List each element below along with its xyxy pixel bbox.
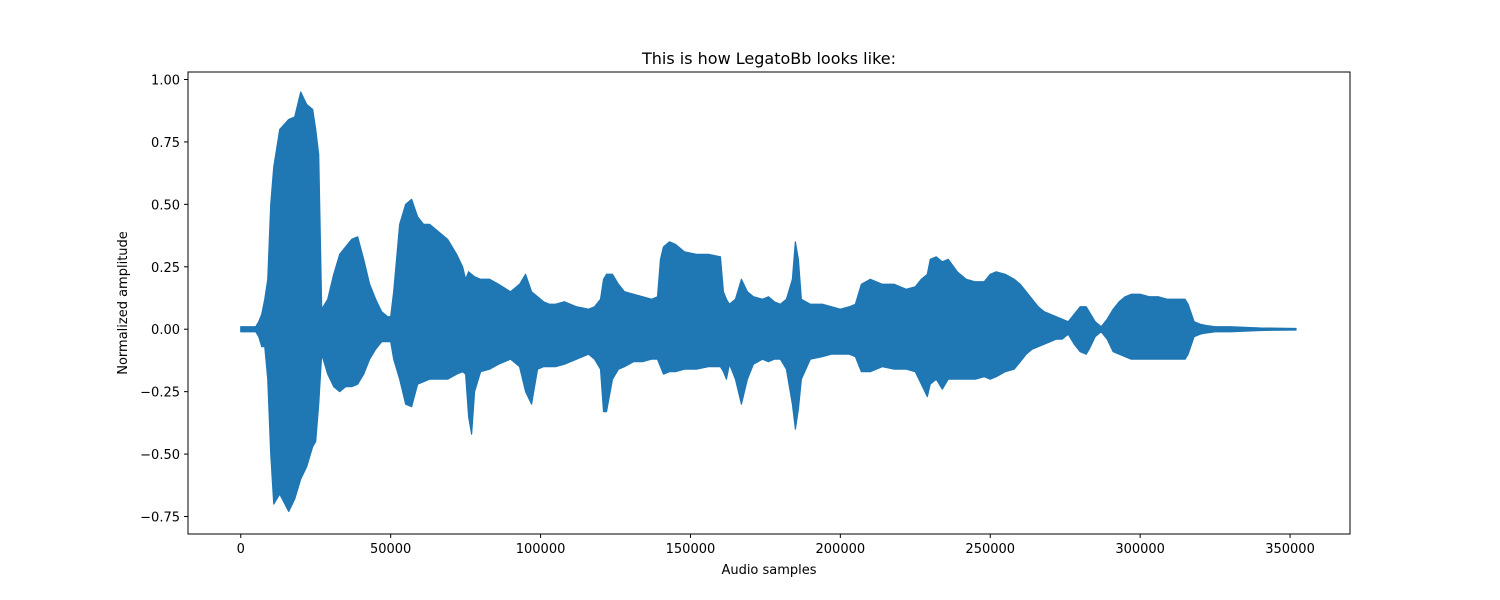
- y-axis-label: Normalized amplitude: [116, 231, 131, 375]
- y-tick-label: 0.75: [151, 136, 180, 151]
- x-tick-label: 0: [237, 542, 245, 557]
- x-tick-label: 150000: [666, 542, 716, 557]
- y-tick-label: 0.50: [151, 198, 180, 213]
- x-tick-label: 250000: [965, 542, 1015, 557]
- x-tick-label: 50000: [370, 542, 411, 557]
- plot-area: [240, 91, 1297, 513]
- x-axis-label: Audio samples: [721, 563, 816, 578]
- x-tick-label: 100000: [516, 542, 566, 557]
- waveform-series-0: [240, 91, 1297, 513]
- y-tick-label: 0.25: [151, 261, 180, 276]
- y-tick-label: 0.00: [151, 323, 180, 338]
- x-tick-label: 350000: [1265, 542, 1315, 557]
- x-tick-label: 200000: [816, 542, 866, 557]
- axes-frame: [187, 71, 1351, 535]
- y-tick-label: −0.50: [140, 448, 180, 463]
- y-tick-label: 1.00: [151, 73, 180, 88]
- chart-title: This is how LegatoBb looks like:: [641, 49, 896, 68]
- y-tick-label: −0.25: [140, 386, 180, 401]
- y-tick-label: −0.75: [140, 511, 180, 526]
- x-tick-label: 300000: [1115, 542, 1165, 557]
- x-axis: 0 50000 100000 150000 200000 250000 300000 3500…: [237, 534, 1315, 557]
- y-axis: −0.75 −0.50 −0.25 0.00 0.25 0.50 0.75 1.00: [140, 73, 188, 526]
